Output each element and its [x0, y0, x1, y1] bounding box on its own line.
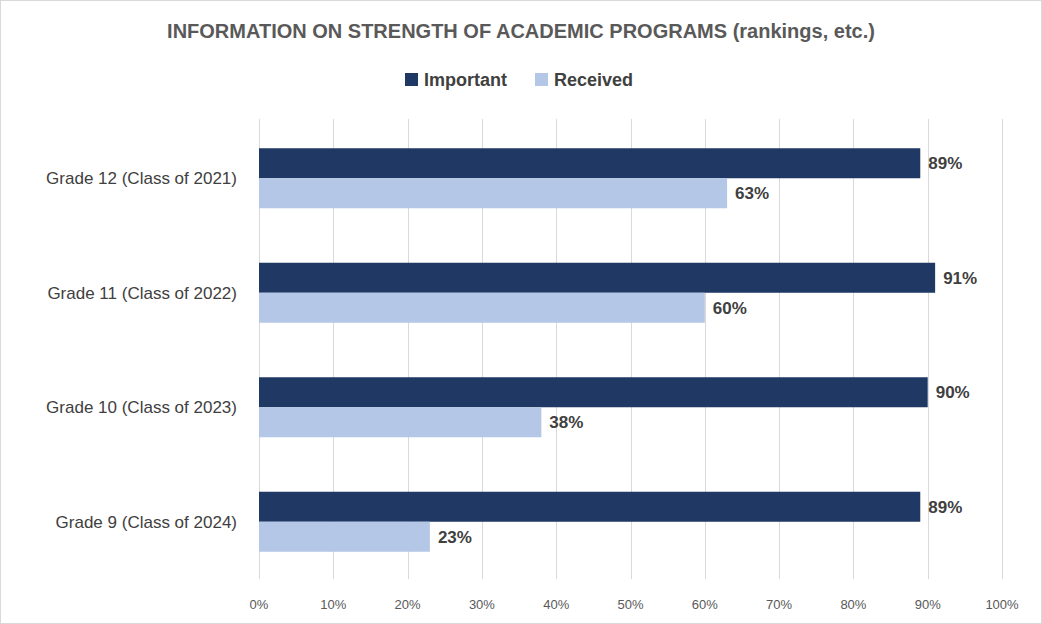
data-label: 91% — [943, 269, 977, 288]
data-label: 38% — [549, 413, 583, 432]
grid-line — [1002, 119, 1003, 579]
tick-label: 100% — [985, 597, 1019, 612]
legend-label: Important — [424, 70, 507, 90]
tick-label: 10% — [320, 597, 346, 612]
bars — [259, 148, 935, 552]
tick-label: 60% — [692, 597, 718, 612]
grid — [260, 119, 1003, 579]
tick-label: 50% — [617, 597, 643, 612]
chart-border — [1, 1, 1042, 624]
data-labels: 89% 63% 91% 60% 90% 38% 89% 23% — [438, 154, 977, 547]
data-label: 60% — [713, 299, 747, 318]
bar — [259, 148, 920, 178]
chart: INFORMATION ON STRENGTH OF ACADEMIC PROG… — [0, 0, 1042, 624]
category-label: Grade 11 (Class of 2022) — [47, 284, 237, 303]
bar — [259, 178, 727, 208]
tick-label: 20% — [395, 597, 421, 612]
tick-label: 70% — [766, 597, 792, 612]
category-label: Grade 12 (Class of 2021) — [46, 169, 237, 188]
data-label: 90% — [936, 383, 970, 402]
data-label: 23% — [438, 528, 472, 547]
bar — [259, 293, 705, 323]
bar — [259, 522, 430, 552]
bar — [259, 377, 928, 407]
legend-swatch — [535, 73, 548, 86]
tick-label: 30% — [469, 597, 495, 612]
data-label: 63% — [735, 184, 769, 203]
tick-label: 40% — [543, 597, 569, 612]
title: INFORMATION ON STRENGTH OF ACADEMIC PROG… — [167, 20, 875, 42]
bar — [259, 492, 920, 522]
legend: Important Received — [405, 70, 633, 90]
category-label: Grade 9 (Class of 2024) — [56, 513, 237, 532]
category-label: Grade 10 (Class of 2023) — [46, 398, 237, 417]
data-label: 89% — [928, 498, 962, 517]
tick-label: 90% — [915, 597, 941, 612]
bar — [259, 263, 935, 293]
tick-label: 80% — [840, 597, 866, 612]
legend-label: Received — [554, 70, 633, 90]
legend-swatch — [405, 73, 418, 86]
data-label: 89% — [928, 154, 962, 173]
bar — [259, 407, 541, 437]
tick-label: 0% — [250, 597, 269, 612]
